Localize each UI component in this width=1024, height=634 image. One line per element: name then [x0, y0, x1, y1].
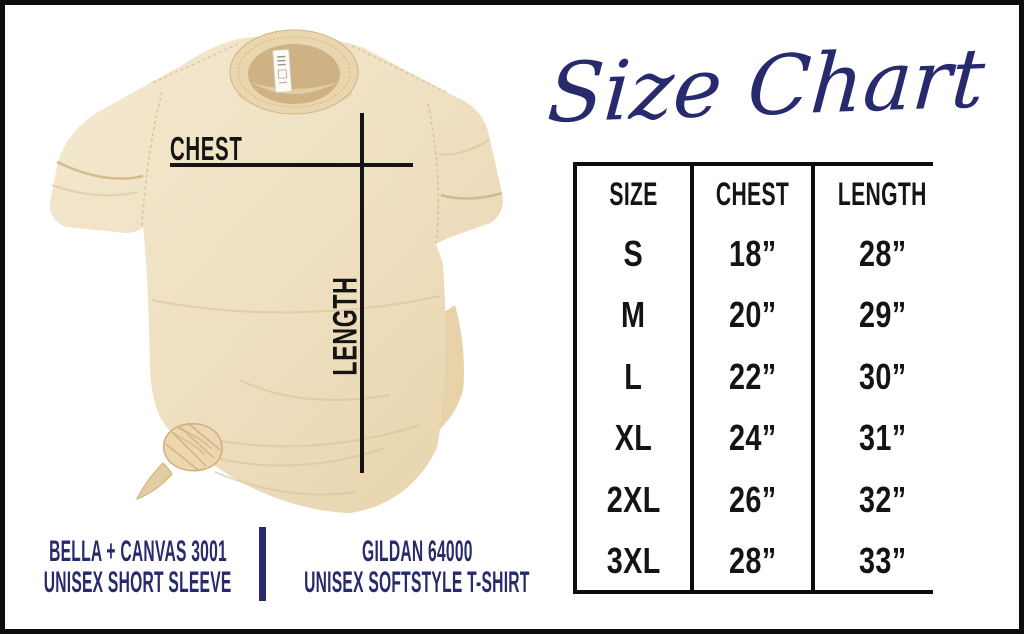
neck-tag: [272, 49, 292, 93]
length-measure-line: [360, 113, 364, 473]
collar: [229, 29, 359, 115]
length-cell: 30”: [858, 355, 907, 397]
table-column-length: LENGTH 28” 29” 30” 31” 32” 33”: [815, 166, 950, 590]
chest-cell: 22”: [728, 355, 777, 397]
shirt-body: [49, 36, 503, 513]
chest-cell: 24”: [728, 417, 777, 458]
chest-cell: 28”: [728, 540, 777, 581]
size-cell: XL: [614, 417, 653, 458]
length-cell: 32”: [858, 478, 907, 520]
table-column-chest: CHEST 18” 20” 22” 24” 26” 28”: [694, 166, 811, 590]
size-chart-table: SIZE S M L XL 2XL 3XL CHEST 18” 20” 22” …: [573, 162, 950, 594]
brand-left-line2: UNISEX SHORT SLEEVE: [44, 565, 232, 599]
size-cell: 3XL: [606, 540, 661, 581]
column-header-length: LENGTH: [837, 176, 927, 212]
knot: [135, 422, 223, 500]
table-column-size: SIZE S M L XL 2XL 3XL: [577, 166, 690, 590]
length-label: LENGTH: [326, 276, 365, 376]
brand-bella-canvas: BELLA + CANVAS 3001 UNISEX SHORT SLEEVE: [30, 534, 246, 599]
chest-cell: 18”: [728, 232, 777, 274]
size-cell: S: [623, 232, 644, 274]
chest-label: CHEST: [170, 130, 243, 167]
brand-left-line1: BELLA + CANVAS 3001: [49, 534, 227, 568]
brand-divider: [259, 527, 266, 601]
chest-measure-line: [170, 163, 413, 167]
size-cell: 2XL: [606, 478, 661, 520]
brand-right-line1: GILDAN 64000: [361, 534, 473, 568]
chest-cell: 26”: [728, 478, 777, 520]
chest-cell: 20”: [728, 294, 777, 335]
size-cell: M: [621, 294, 646, 335]
column-header-size: SIZE: [609, 176, 658, 212]
column-header-chest: CHEST: [715, 176, 790, 212]
brand-gildan: GILDAN 64000 UNISEX SOFTSTYLE T-SHIRT: [300, 534, 534, 599]
length-cell: 29”: [858, 294, 907, 335]
size-cell: L: [624, 355, 643, 397]
length-cell: 33”: [858, 540, 907, 581]
tshirt-photo: [49, 29, 503, 513]
page-title: Size Chart: [544, 31, 988, 142]
brand-right-line2: UNISEX SOFTSTYLE T-SHIRT: [304, 565, 530, 599]
length-cell: 31”: [858, 417, 907, 458]
length-cell: 28”: [858, 232, 907, 274]
